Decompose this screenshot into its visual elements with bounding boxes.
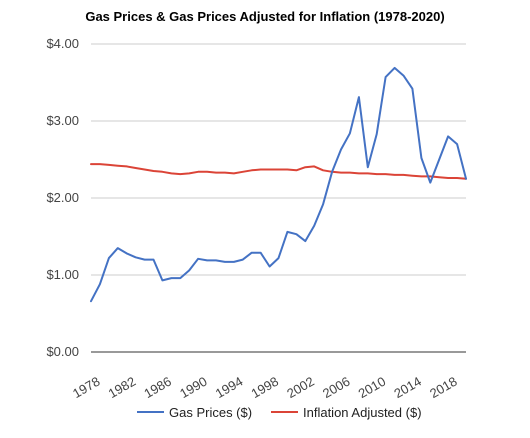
x-tick-label: 2002	[284, 374, 317, 401]
legend-label: Inflation Adjusted ($)	[303, 405, 422, 420]
x-tick-label: 1982	[106, 374, 139, 401]
x-tick-label: 1986	[141, 374, 174, 401]
x-tick-label: 2018	[427, 374, 460, 401]
x-tick-label: 2006	[320, 374, 353, 401]
series-line-inflation-adjusted	[90, 163, 467, 180]
y-tick-label: $2.00	[46, 190, 79, 205]
legend-item-gas-prices[interactable]: Gas Prices ($)	[137, 405, 252, 420]
x-tick-label: 2010	[356, 374, 389, 401]
x-axis-ticks: 1978 1982 1986 1990 1994 1998 2002 2006 2010 2014…	[70, 374, 460, 401]
y-axis-ticks: $0.00 $1.00 $2.00 $3.00 $4.00	[46, 36, 79, 359]
legend: Gas Prices ($) Inflation Adjusted ($)	[137, 405, 422, 420]
x-tick-label: 2014	[391, 374, 424, 401]
series-lines	[90, 66, 467, 303]
x-tick-label: 1994	[213, 374, 246, 401]
series-line-gas-prices	[90, 66, 467, 303]
x-tick-label: 1998	[249, 374, 282, 401]
x-tick-label: 1990	[177, 374, 210, 401]
gridlines	[91, 43, 466, 353]
y-tick-label: $4.00	[46, 36, 79, 51]
chart-title: Gas Prices & Gas Prices Adjusted for Inf…	[85, 9, 444, 24]
y-tick-label: $0.00	[46, 344, 79, 359]
legend-label: Gas Prices ($)	[169, 405, 252, 420]
legend-item-inflation-adjusted[interactable]: Inflation Adjusted ($)	[271, 405, 422, 420]
x-tick-label: 1978	[70, 374, 103, 401]
y-tick-label: $3.00	[46, 113, 79, 128]
y-tick-label: $1.00	[46, 267, 79, 282]
